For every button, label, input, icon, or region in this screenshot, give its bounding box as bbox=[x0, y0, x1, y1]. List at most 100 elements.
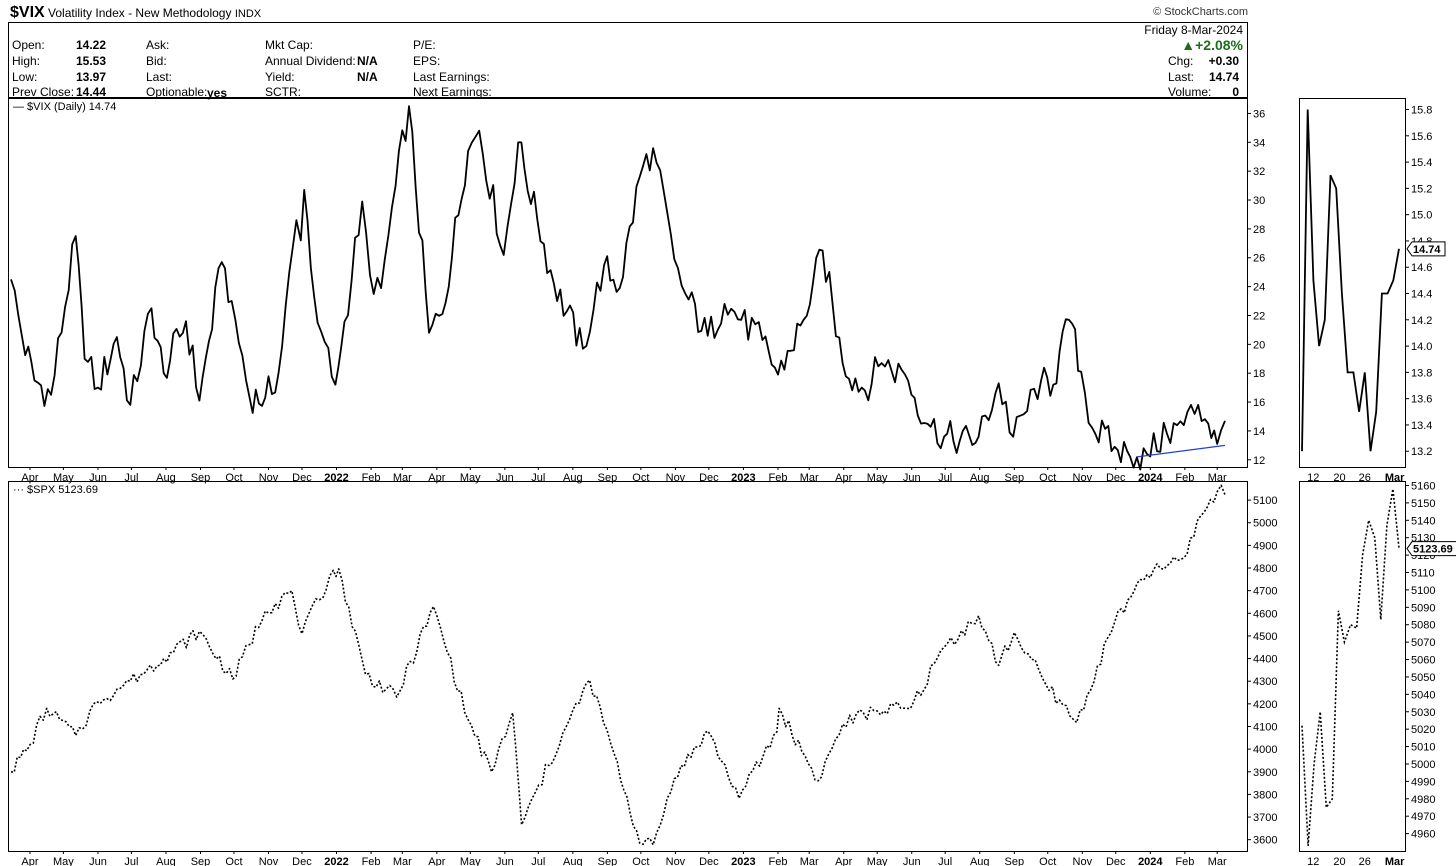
x-tick-label: Jul bbox=[531, 856, 545, 866]
x-tick-label: Dec bbox=[292, 472, 312, 484]
quote-date: Friday 8-Mar-2024 bbox=[1144, 23, 1243, 37]
vix-zoom-panel bbox=[1299, 98, 1406, 468]
y-tick-label: 15.8 bbox=[1411, 105, 1432, 117]
x-tick-label: Aug bbox=[156, 472, 176, 484]
y-tick-label: 4970 bbox=[1411, 811, 1435, 823]
open-value: 14.22 bbox=[76, 38, 107, 52]
y-tick-label: 14.0 bbox=[1411, 341, 1432, 353]
vix-zoom-chart: 13.213.413.613.814.014.214.414.614.815.0… bbox=[1301, 105, 1446, 484]
eps-label: EPS: bbox=[413, 54, 441, 68]
y-tick-label: 4900 bbox=[1253, 540, 1277, 552]
x-tick-label: Mar bbox=[1385, 856, 1405, 866]
y-tick-label: 14.6 bbox=[1411, 262, 1432, 274]
legend-label: — $VIX (Daily) 14.74 bbox=[13, 101, 116, 113]
y-tick-label: 5010 bbox=[1411, 742, 1435, 754]
series-line bbox=[1301, 109, 1400, 452]
yield-value: N/A bbox=[357, 70, 378, 84]
pct-change: ▲+2.08% bbox=[1181, 37, 1243, 53]
x-tick-label: Sep bbox=[191, 472, 211, 484]
x-tick-label: Feb bbox=[768, 472, 787, 484]
chg-value: +0.30 bbox=[1208, 54, 1239, 68]
x-tick-label: Oct bbox=[225, 472, 242, 484]
y-tick-label: 4000 bbox=[1253, 744, 1277, 756]
spx-zoom-chart: 4960 4970 4980 4990 5000 5010 5020 5030 5040 5050… bbox=[1301, 480, 1456, 866]
x-tick-label: Nov bbox=[259, 472, 279, 484]
vix-panel bbox=[8, 98, 1248, 468]
x-tick-label: Mar bbox=[1385, 472, 1405, 484]
y-tick-label: 34 bbox=[1253, 137, 1265, 149]
y-tick-label: 4600 bbox=[1253, 608, 1277, 620]
x-tick-label: Apr bbox=[835, 472, 852, 484]
x-tick-label: Aug bbox=[156, 856, 176, 866]
dividend-value: N/A bbox=[357, 54, 378, 68]
x-tick-label: Sep bbox=[1005, 856, 1025, 866]
x-tick-label: Aug bbox=[563, 472, 583, 484]
x-tick-label: Mar bbox=[1208, 856, 1227, 866]
x-tick-label: Sep bbox=[1005, 472, 1025, 484]
y-tick-label: 5070 bbox=[1411, 637, 1435, 649]
y-tick-label: 4700 bbox=[1253, 586, 1277, 598]
x-tick-label: Jul bbox=[938, 472, 952, 484]
series-line bbox=[10, 105, 1226, 471]
x-tick-label: 12 bbox=[1307, 856, 1319, 866]
optionable-label: Optionable: bbox=[146, 85, 208, 99]
x-tick-label: Aug bbox=[563, 856, 583, 866]
y-tick-label: 5080 bbox=[1411, 620, 1435, 632]
y-tick-label: 4800 bbox=[1253, 563, 1277, 575]
y-tick-label: 4200 bbox=[1253, 699, 1277, 711]
y-tick-label: 5000 bbox=[1411, 759, 1435, 771]
x-tick-label: 2022 bbox=[324, 472, 348, 484]
y-tick-label: 5030 bbox=[1411, 707, 1435, 719]
x-tick-label: 2023 bbox=[731, 856, 755, 866]
x-tick-label: 26 bbox=[1359, 856, 1371, 866]
y-tick-label: 18 bbox=[1253, 368, 1265, 380]
x-tick-label: Mar bbox=[800, 856, 819, 866]
x-tick-label: Apr bbox=[21, 472, 38, 484]
y-tick-label: 36 bbox=[1253, 108, 1265, 120]
low-label: Low: bbox=[12, 70, 38, 84]
last-value-label: 5123.69 bbox=[1413, 544, 1453, 556]
low-value: 13.97 bbox=[76, 70, 107, 84]
volume-label: Volume: bbox=[1168, 85, 1212, 99]
y-tick-label: 3800 bbox=[1253, 789, 1277, 801]
y-tick-label: 4500 bbox=[1253, 631, 1277, 643]
chg-label: Chg: bbox=[1168, 54, 1194, 68]
exchange: INDX bbox=[234, 8, 262, 20]
dividend-label: Annual Dividend: bbox=[265, 54, 356, 68]
last-value-badge bbox=[1406, 241, 1446, 257]
x-tick-label: Sep bbox=[598, 856, 618, 866]
y-tick-label: 5100 bbox=[1253, 495, 1277, 507]
x-tick-label: Feb bbox=[362, 856, 381, 866]
x-tick-label: Jun bbox=[89, 472, 107, 484]
y-tick-label: 4960 bbox=[1411, 829, 1435, 841]
y-tick-label: 4980 bbox=[1411, 794, 1435, 806]
last-label: Last: bbox=[146, 70, 173, 84]
brand[interactable]: © StockCharts.com bbox=[1153, 6, 1248, 18]
x-tick-label: Dec bbox=[699, 856, 719, 866]
y-tick-label: 14.2 bbox=[1411, 315, 1432, 327]
last-value-label: 14.74 bbox=[1413, 244, 1441, 256]
x-tick-label: 12 bbox=[1307, 472, 1319, 484]
last2-label: Last: bbox=[1168, 70, 1195, 84]
y-tick-label: 24 bbox=[1253, 282, 1265, 294]
x-tick-label: Feb bbox=[768, 856, 787, 866]
x-tick-label: Oct bbox=[1039, 856, 1056, 866]
y-tick-label: 5090 bbox=[1411, 602, 1435, 614]
y-tick-label: 4300 bbox=[1253, 676, 1277, 688]
y-tick-label: 3600 bbox=[1253, 835, 1277, 847]
high-value: 15.53 bbox=[76, 54, 107, 68]
x-tick-label: May bbox=[867, 856, 888, 866]
x-tick-label: Oct bbox=[225, 856, 242, 866]
y-tick-label: 22 bbox=[1253, 310, 1265, 322]
pe-label: P/E: bbox=[413, 38, 436, 52]
series-line bbox=[10, 484, 1226, 846]
y-tick-label: 5060 bbox=[1411, 655, 1435, 667]
x-tick-label: Apr bbox=[21, 856, 38, 866]
y-tick-label: 5110 bbox=[1411, 568, 1435, 580]
y-tick-label: 28 bbox=[1253, 224, 1265, 236]
optionable-value: yes bbox=[207, 86, 228, 100]
chart-title: $VIX Volatility Index - New Methodology … bbox=[10, 4, 261, 22]
x-tick-label: Apr bbox=[428, 472, 445, 484]
